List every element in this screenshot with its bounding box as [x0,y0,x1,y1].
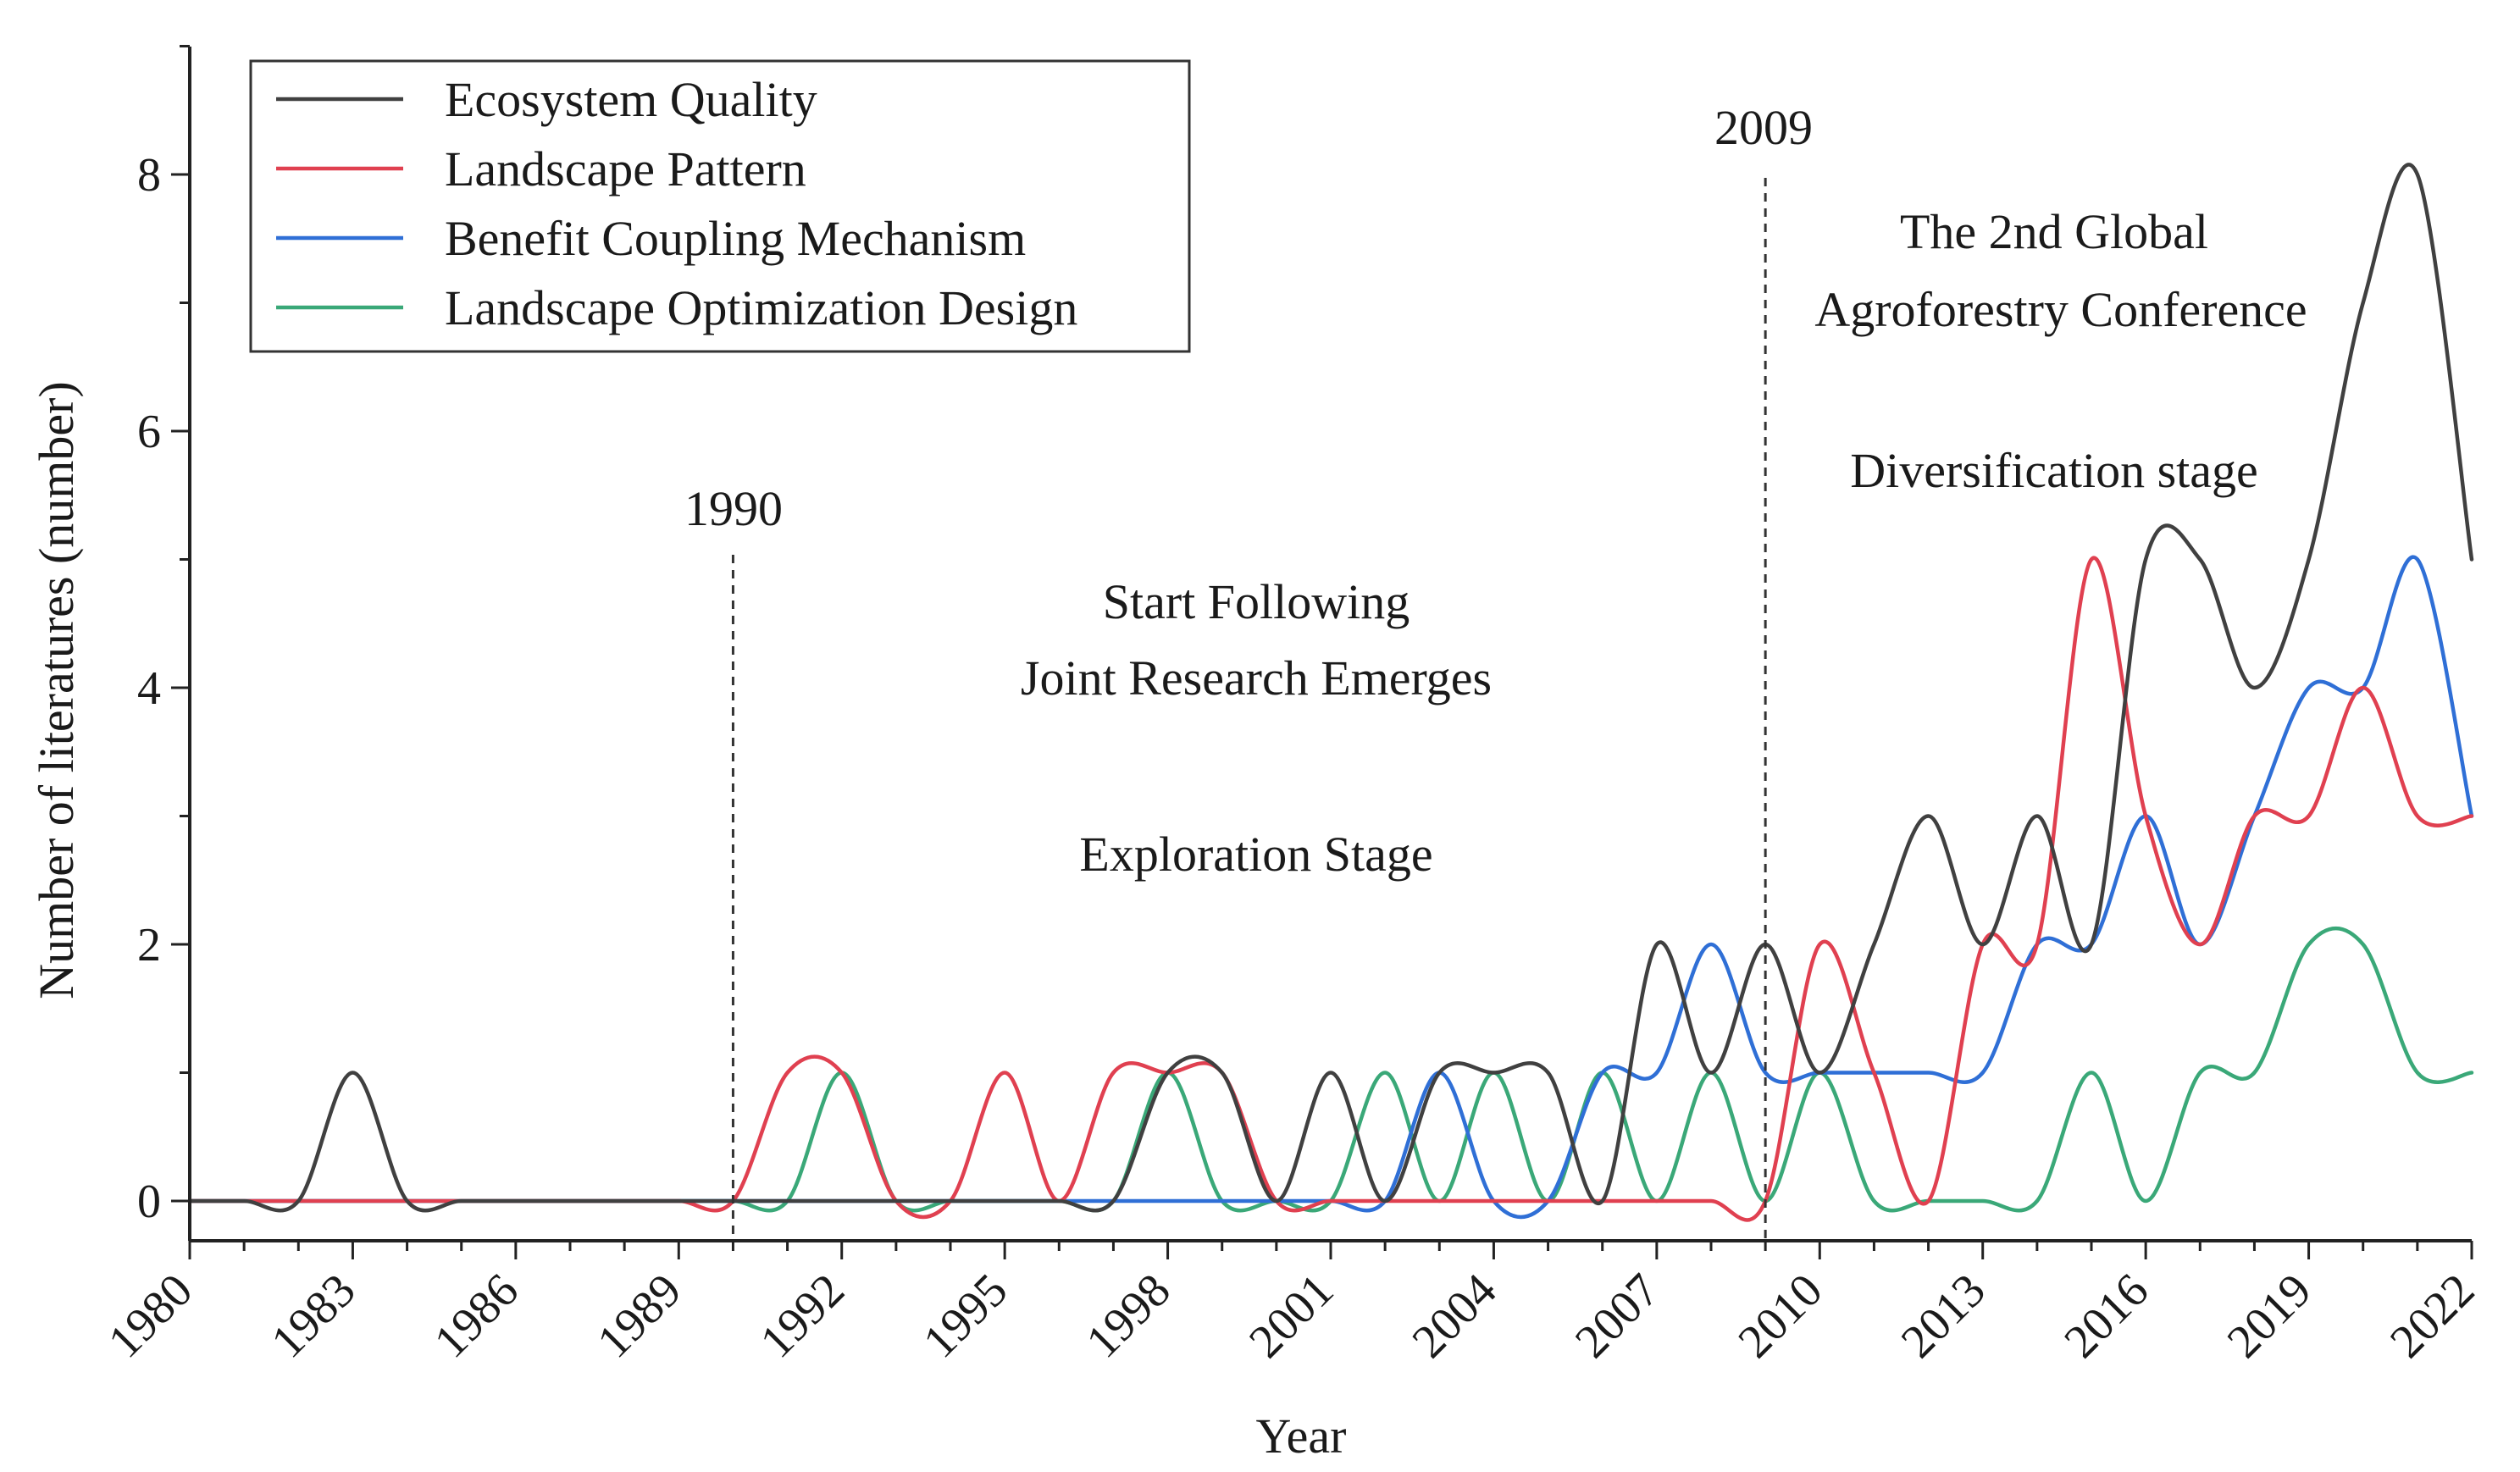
x-tick-label-2016: 2016 [2054,1264,2158,1368]
annotation-diversification-stage: Diversification stage [1850,443,2258,498]
x-tick-label-1980: 1980 [98,1264,202,1368]
vline-label-2009: 2009 [1714,100,1813,155]
series-layer [187,163,2474,1222]
x-tick-label-2013: 2013 [1891,1264,1996,1368]
y-tick-label-0: 0 [137,1176,161,1228]
x-axis-title: Year [1256,1408,1347,1464]
x-tick-label-1983: 1983 [262,1264,366,1368]
x-tick-label-1989: 1989 [587,1264,691,1368]
x-tick-label-1995: 1995 [913,1264,1017,1368]
x-tick-label-2007: 2007 [1565,1264,1670,1368]
x-tick-label-2010: 2010 [1728,1264,1832,1368]
x-tick-label-2004: 2004 [1403,1264,1507,1368]
y-axis-title: Number of literatures (number) [29,381,84,999]
annotation-joint-research: Joint Research Emerges [1021,650,1492,706]
legend-items: Ecosystem Quality Landscape Pattern Benefi… [276,72,1077,335]
y-tick-label-8: 8 [137,149,161,202]
vline-label-1990: 1990 [684,481,783,536]
annotation-exploration-stage: Exploration Stage [1079,827,1432,882]
legend-label-landscape-pattern: Landscape Pattern [445,141,806,196]
vline-layer [731,178,1767,1241]
legend-label-benefit-coupling-mechanism: Benefit Coupling Mechanism [445,211,1026,266]
annotations: 1990 2009 Start Following Joint Research… [684,100,2307,882]
y-tick-label-6: 6 [137,406,161,458]
annotation-start-following: Start Following [1103,574,1410,629]
legend-label-ecosystem-quality: Ecosystem Quality [445,72,817,127]
x-tick-label-2022: 2022 [2380,1264,2484,1368]
y-tick-label-2: 2 [137,919,161,971]
x-tick-label-1998: 1998 [1077,1264,1181,1368]
legend-label-landscape-optimization-design: Landscape Optimization Design [445,280,1077,335]
series-line-ecosystem-quality [187,163,2474,1213]
legend: Ecosystem Quality Landscape Pattern Benefi… [249,59,1191,353]
x-tick-label-1992: 1992 [750,1264,855,1368]
y-tick-label-4: 4 [137,662,161,715]
x-tick-label-2019: 2019 [2218,1264,2322,1368]
legend-box [249,59,1191,353]
annotation-global-conference-line2: Agroforestry Conference [1814,282,2307,337]
series-line-landscape-optimization-design [187,926,2474,1213]
annotation-global-conference-line1: The 2nd Global [1900,204,2208,259]
x-tick-label-2001: 2001 [1239,1264,1343,1368]
x-tick-label-1986: 1986 [424,1264,529,1368]
